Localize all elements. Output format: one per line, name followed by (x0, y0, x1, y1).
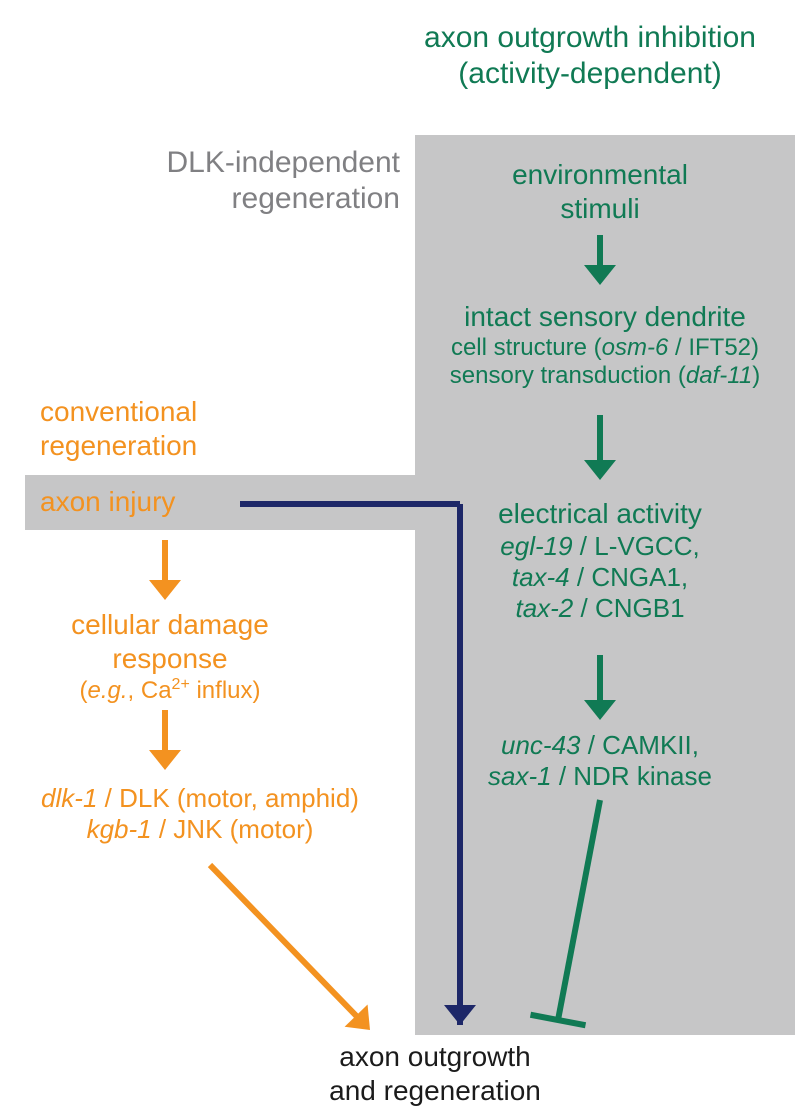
dlk-indep-l2: regeneration (90, 181, 400, 217)
activity-l2b: / L-VGCC, (573, 531, 700, 561)
activity-l4b: / CNGB1 (573, 593, 684, 623)
env-l1: environmental (430, 158, 770, 192)
dendrite-block: intact sensory dendrite cell structure (… (420, 300, 790, 391)
dlk-l2a: kgb-1 (87, 814, 152, 844)
damage-l3b: e.g. (88, 677, 128, 704)
dlk-l1: dlk-1 / DLK (motor, amphid) (10, 783, 390, 814)
conventional-regen: conventional regeneration (40, 395, 300, 462)
dlk-l2: kgb-1 / JNK (motor) (10, 814, 390, 845)
out-l1: axon outgrowth (270, 1040, 600, 1074)
outgrowth-label: axon outgrowth and regeneration (270, 1040, 600, 1107)
injury-text: axon injury (40, 486, 175, 517)
kinase-l1a: unc-43 (501, 730, 581, 760)
damage-l3d: 2+ (172, 676, 190, 693)
dlk-l2b: / JNK (motor) (152, 814, 314, 844)
dlk-l1b: / DLK (motor, amphid) (97, 783, 359, 813)
title-green-l1: axon outgrowth inhibition (380, 20, 800, 56)
damage-l2: response (25, 642, 315, 676)
kinase-block: unc-43 / CAMKII, sax-1 / NDR kinase (430, 730, 770, 792)
dendrite-l2c: / IFT52) (668, 334, 759, 361)
title-green-l2: (activity-dependent) (380, 56, 800, 92)
activity-l2: egl-19 / L-VGCC, (430, 531, 770, 562)
kinase-l2b: / NDR kinase (552, 761, 712, 791)
damage-block: cellular damage response (e.g., Ca2+ inf… (25, 608, 315, 706)
kinase-l1: unc-43 / CAMKII, (430, 730, 770, 761)
activity-l4: tax-2 / CNGB1 (430, 593, 770, 624)
dendrite-l3b: daf-11 (686, 362, 752, 389)
dlk-indep-l1: DLK-independent (90, 145, 400, 181)
activity-l2a: egl-19 (500, 531, 572, 561)
dendrite-l2b: osm-6 (602, 334, 669, 361)
activity-l3a: tax-4 (512, 562, 570, 592)
dendrite-l3c: ) (752, 362, 760, 389)
dendrite-l2a: cell structure ( (451, 334, 602, 361)
damage-l3: (e.g., Ca2+ influx) (25, 675, 315, 706)
activity-l3: tax-4 / CNGA1, (430, 562, 770, 593)
damage-l1: cellular damage (25, 608, 315, 642)
axon-injury: axon injury (40, 485, 240, 519)
title-green: axon outgrowth inhibition (activity-depe… (380, 20, 800, 92)
kinase-l2: sax-1 / NDR kinase (430, 761, 770, 792)
activity-l4a: tax-2 (515, 593, 573, 623)
dlk-l1a: dlk-1 (41, 783, 97, 813)
kinase-l2a: sax-1 (488, 761, 552, 791)
kinase-l1b: / CAMKII, (581, 730, 699, 760)
activity-l1: electrical activity (430, 497, 770, 531)
dendrite-l2: cell structure (osm-6 / IFT52) (420, 334, 790, 363)
activity-block: electrical activity egl-19 / L-VGCC, tax… (430, 497, 770, 624)
dlk-indep-label: DLK-independent regeneration (90, 145, 400, 217)
dendrite-l1: intact sensory dendrite (420, 300, 790, 334)
damage-l3a: ( (80, 677, 88, 704)
damage-l3c: , Ca (128, 677, 172, 704)
env-l2: stimuli (430, 192, 770, 226)
conv-l1: conventional (40, 395, 300, 429)
env-stimuli: environmental stimuli (430, 158, 770, 225)
dendrite-l3a: sensory transduction ( (450, 362, 686, 389)
damage-l3e: influx) (190, 677, 261, 704)
dendrite-l3: sensory transduction (daf-11) (420, 362, 790, 391)
conv-l2: regeneration (40, 429, 300, 463)
out-l2: and regeneration (270, 1074, 600, 1108)
activity-l3b: / CNGA1, (570, 562, 688, 592)
dlk-block: dlk-1 / DLK (motor, amphid) kgb-1 / JNK … (10, 783, 390, 845)
